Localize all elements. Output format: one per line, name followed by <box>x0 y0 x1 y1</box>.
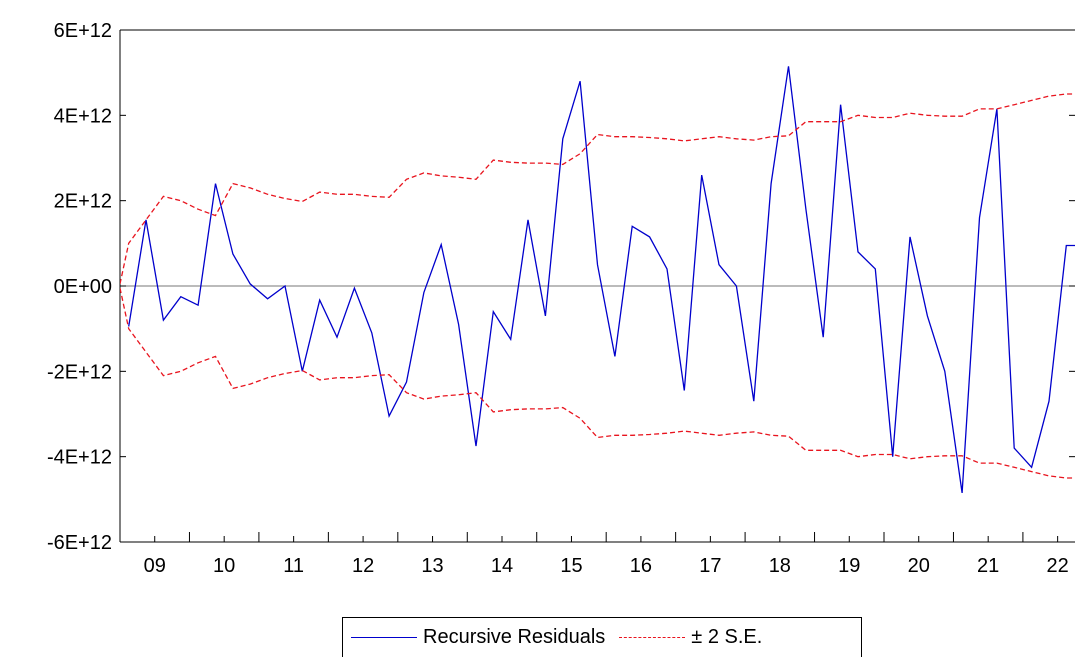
x-tick-label: 18 <box>769 555 791 577</box>
x-tick-label: 16 <box>630 555 652 577</box>
legend-swatch-residuals <box>351 637 417 638</box>
series-line-1-lower <box>120 287 1075 479</box>
x-tick-label: 15 <box>560 555 582 577</box>
x-tick-label: 10 <box>213 555 235 577</box>
x-tick-label: 13 <box>421 555 443 577</box>
x-tick-label: 09 <box>144 555 166 577</box>
legend-item-residuals: Recursive Residuals <box>351 626 605 649</box>
x-tick-label: 19 <box>838 555 860 577</box>
y-tick-label: 2E+12 <box>54 191 112 213</box>
series-line-1 <box>120 93 1075 285</box>
legend-item-se-bands: ± 2 S.E. <box>619 626 762 649</box>
legend-label-residuals: Recursive Residuals <box>423 626 606 648</box>
y-tick-label: 0E+00 <box>54 276 112 298</box>
x-tick-label: 21 <box>977 555 999 577</box>
x-tick-label: 17 <box>699 555 721 577</box>
x-tick-label: 20 <box>908 555 930 577</box>
y-tick-label: -6E+12 <box>47 532 112 554</box>
legend-swatch-se-bands <box>619 637 686 638</box>
legend: Recursive Residuals ± 2 S.E. <box>342 617 862 657</box>
x-tick-label: 22 <box>1047 555 1069 577</box>
series-line-0 <box>128 66 1075 493</box>
x-tick-label: 11 <box>283 555 304 577</box>
series-group <box>120 66 1075 493</box>
legend-label-se-bands: ± 2 S.E. <box>691 626 763 648</box>
x-tick-label: 14 <box>491 555 513 577</box>
y-tick-label: 6E+12 <box>54 20 112 42</box>
axis-ticks: 6E+12 4E+12 2E+12 0E+00 -2E+12 -4E+12 -6E+12 09… <box>47 20 1075 577</box>
y-tick-label: 4E+12 <box>54 105 112 127</box>
x-tick-label: 12 <box>352 555 374 577</box>
plot-frame <box>119 29 1075 543</box>
y-tick-label: -2E+12 <box>47 361 112 383</box>
y-tick-label: -4E+12 <box>47 447 112 469</box>
